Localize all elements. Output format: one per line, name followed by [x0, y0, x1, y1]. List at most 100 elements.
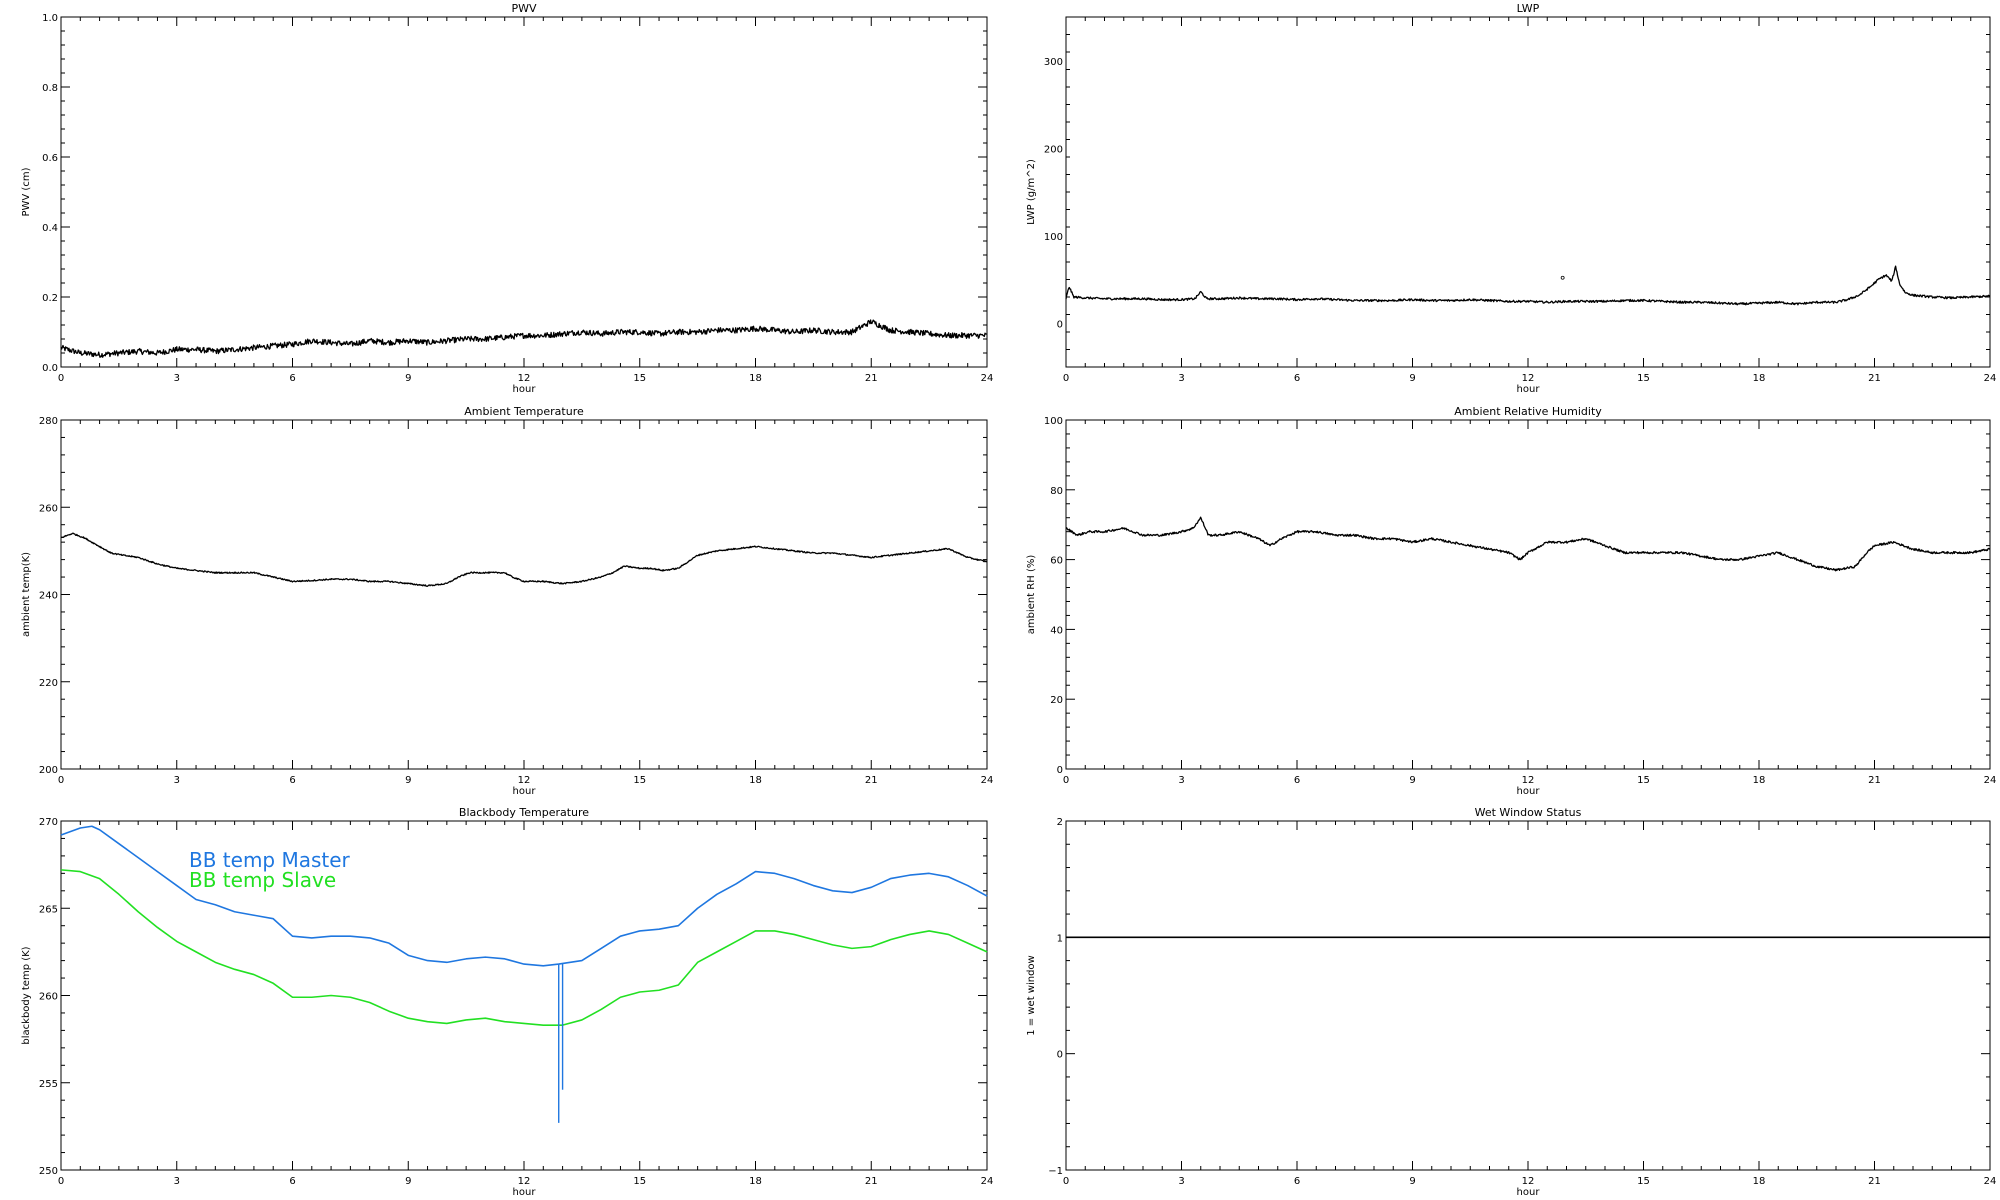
y-tick-label: 300 — [1044, 57, 1063, 68]
x-tick-label: 12 — [518, 1176, 531, 1187]
x-tick-label: 3 — [174, 373, 180, 384]
x-tick-label: 15 — [633, 775, 646, 786]
y-tick-label: 280 — [39, 416, 58, 427]
x-tick-label: 24 — [1984, 1176, 1997, 1187]
y-tick-label: 100 — [1044, 232, 1063, 243]
y-tick-label: 260 — [39, 503, 58, 514]
y-axis-label: ambient temp(K) — [21, 552, 32, 637]
y-tick-label: 60 — [1050, 556, 1063, 567]
x-tick-label: 21 — [865, 1176, 878, 1187]
series-line-0 — [1065, 265, 1991, 306]
y-tick-label: 0 — [1057, 319, 1063, 330]
x-tick-label: 6 — [1294, 1176, 1300, 1187]
x-tick-label: 9 — [1409, 775, 1415, 786]
x-tick-label: 3 — [1178, 1176, 1184, 1187]
plot-frame — [60, 419, 988, 770]
chart-title: Ambient Relative Humidity — [1454, 405, 1602, 418]
plot-frame — [1065, 16, 1991, 368]
x-axis-label: hour — [513, 384, 537, 395]
x-tick-label: 21 — [1868, 775, 1881, 786]
y-tick-label: 40 — [1050, 625, 1063, 636]
x-tick-label: 18 — [1753, 1176, 1766, 1187]
x-tick-label: 6 — [289, 775, 295, 786]
y-tick-label: 1 — [1057, 933, 1063, 944]
y-tick-label: 2 — [1057, 817, 1063, 828]
x-tick-label: 0 — [1063, 775, 1069, 786]
y-tick-label: 0.4 — [42, 223, 58, 234]
series-line-0 — [1065, 516, 1991, 572]
x-axis-label: hour — [1517, 786, 1541, 797]
y-tick-label: 265 — [39, 904, 58, 915]
x-tick-label: 9 — [1409, 373, 1415, 384]
x-tick-label: 3 — [174, 775, 180, 786]
x-tick-label: 18 — [749, 373, 762, 384]
plot-frame — [1065, 820, 1991, 1171]
x-tick-label: 0 — [58, 1176, 64, 1187]
y-tick-label: 200 — [1044, 144, 1063, 155]
x-tick-label: 21 — [1868, 373, 1881, 384]
x-tick-label: 18 — [1753, 775, 1766, 786]
x-tick-label: 9 — [1409, 1176, 1415, 1187]
y-tick-label: 0 — [1057, 765, 1063, 776]
y-tick-label: 260 — [39, 992, 58, 1003]
plot-frame — [60, 16, 988, 368]
x-tick-label: 9 — [405, 373, 411, 384]
x-tick-label: 15 — [1637, 775, 1650, 786]
x-axis-label: hour — [513, 1187, 537, 1198]
chart-title: Ambient Temperature — [464, 405, 584, 418]
x-tick-label: 0 — [1063, 1176, 1069, 1187]
series-line-0 — [60, 825, 988, 967]
x-tick-label: 9 — [405, 1176, 411, 1187]
x-tick-label: 24 — [981, 373, 994, 384]
x-tick-label: 18 — [1753, 373, 1766, 384]
x-axis-label: hour — [1517, 1187, 1541, 1198]
y-tick-label: 270 — [39, 817, 58, 828]
legend-entry: BB temp Slave — [189, 868, 336, 892]
x-tick-label: 12 — [1522, 775, 1535, 786]
chart-title: Blackbody Temperature — [459, 806, 589, 819]
chart-title: Wet Window Status — [1475, 806, 1582, 819]
y-tick-label: 80 — [1050, 486, 1063, 497]
y-axis-label: blackbody temp (K) — [21, 946, 32, 1044]
x-tick-label: 15 — [1637, 1176, 1650, 1187]
y-axis-label: 1 = wet window — [1026, 955, 1037, 1035]
panel-pwv: PWV 0 3 6 9 12 15 18 21 24 hour 0.0 0.2 0.4 0.6 0.8 1.0 P… — [21, 2, 993, 395]
x-tick-label: 21 — [1868, 1176, 1881, 1187]
chart-title: PWV — [511, 2, 537, 15]
x-tick-label: 18 — [749, 775, 762, 786]
y-axis-label: LWP (g/m^2) — [1026, 159, 1037, 225]
x-axis-label: hour — [513, 786, 537, 797]
x-tick-label: 24 — [1984, 775, 1997, 786]
series-line-1 — [60, 869, 988, 1026]
outlier-point — [1560, 275, 1565, 280]
x-tick-label: 6 — [1294, 775, 1300, 786]
panel-lwp: LWP 0 3 6 9 12 15 18 21 24 hour 0 100 200 300 LWP (g/m^… — [1026, 2, 1996, 395]
x-tick-label: 21 — [865, 373, 878, 384]
y-axis-label: PWV (cm) — [21, 167, 32, 216]
y-tick-label: 240 — [39, 591, 58, 602]
x-tick-label: 15 — [633, 373, 646, 384]
y-tick-label: 0.0 — [42, 363, 58, 374]
x-tick-label: 12 — [1522, 373, 1535, 384]
y-axis-label: ambient RH (%) — [1026, 555, 1037, 635]
plot-frame — [1065, 419, 1991, 770]
y-tick-label: 0.8 — [42, 83, 58, 94]
x-tick-label: 12 — [518, 775, 531, 786]
y-tick-label: −1 — [1048, 1166, 1063, 1177]
x-tick-label: 21 — [865, 775, 878, 786]
x-tick-label: 12 — [1522, 1176, 1535, 1187]
y-tick-label: 1.0 — [42, 13, 58, 24]
x-tick-label: 15 — [633, 1176, 646, 1187]
chart-title: LWP — [1517, 2, 1540, 15]
y-tick-label: 100 — [1044, 416, 1063, 427]
y-tick-label: 255 — [39, 1079, 58, 1090]
x-tick-label: 24 — [1984, 373, 1997, 384]
x-tick-label: 24 — [981, 775, 994, 786]
x-tick-label: 9 — [405, 775, 411, 786]
x-tick-label: 3 — [1178, 373, 1184, 384]
legend-entry: BB temp Master — [189, 848, 351, 872]
x-tick-label: 6 — [289, 1176, 295, 1187]
panel-ambient-rh: Ambient Relative Humidity 0 3 6 9 12 15 18 21 24 h… — [1026, 405, 1996, 797]
x-tick-label: 6 — [289, 373, 295, 384]
x-tick-label: 0 — [1063, 373, 1069, 384]
